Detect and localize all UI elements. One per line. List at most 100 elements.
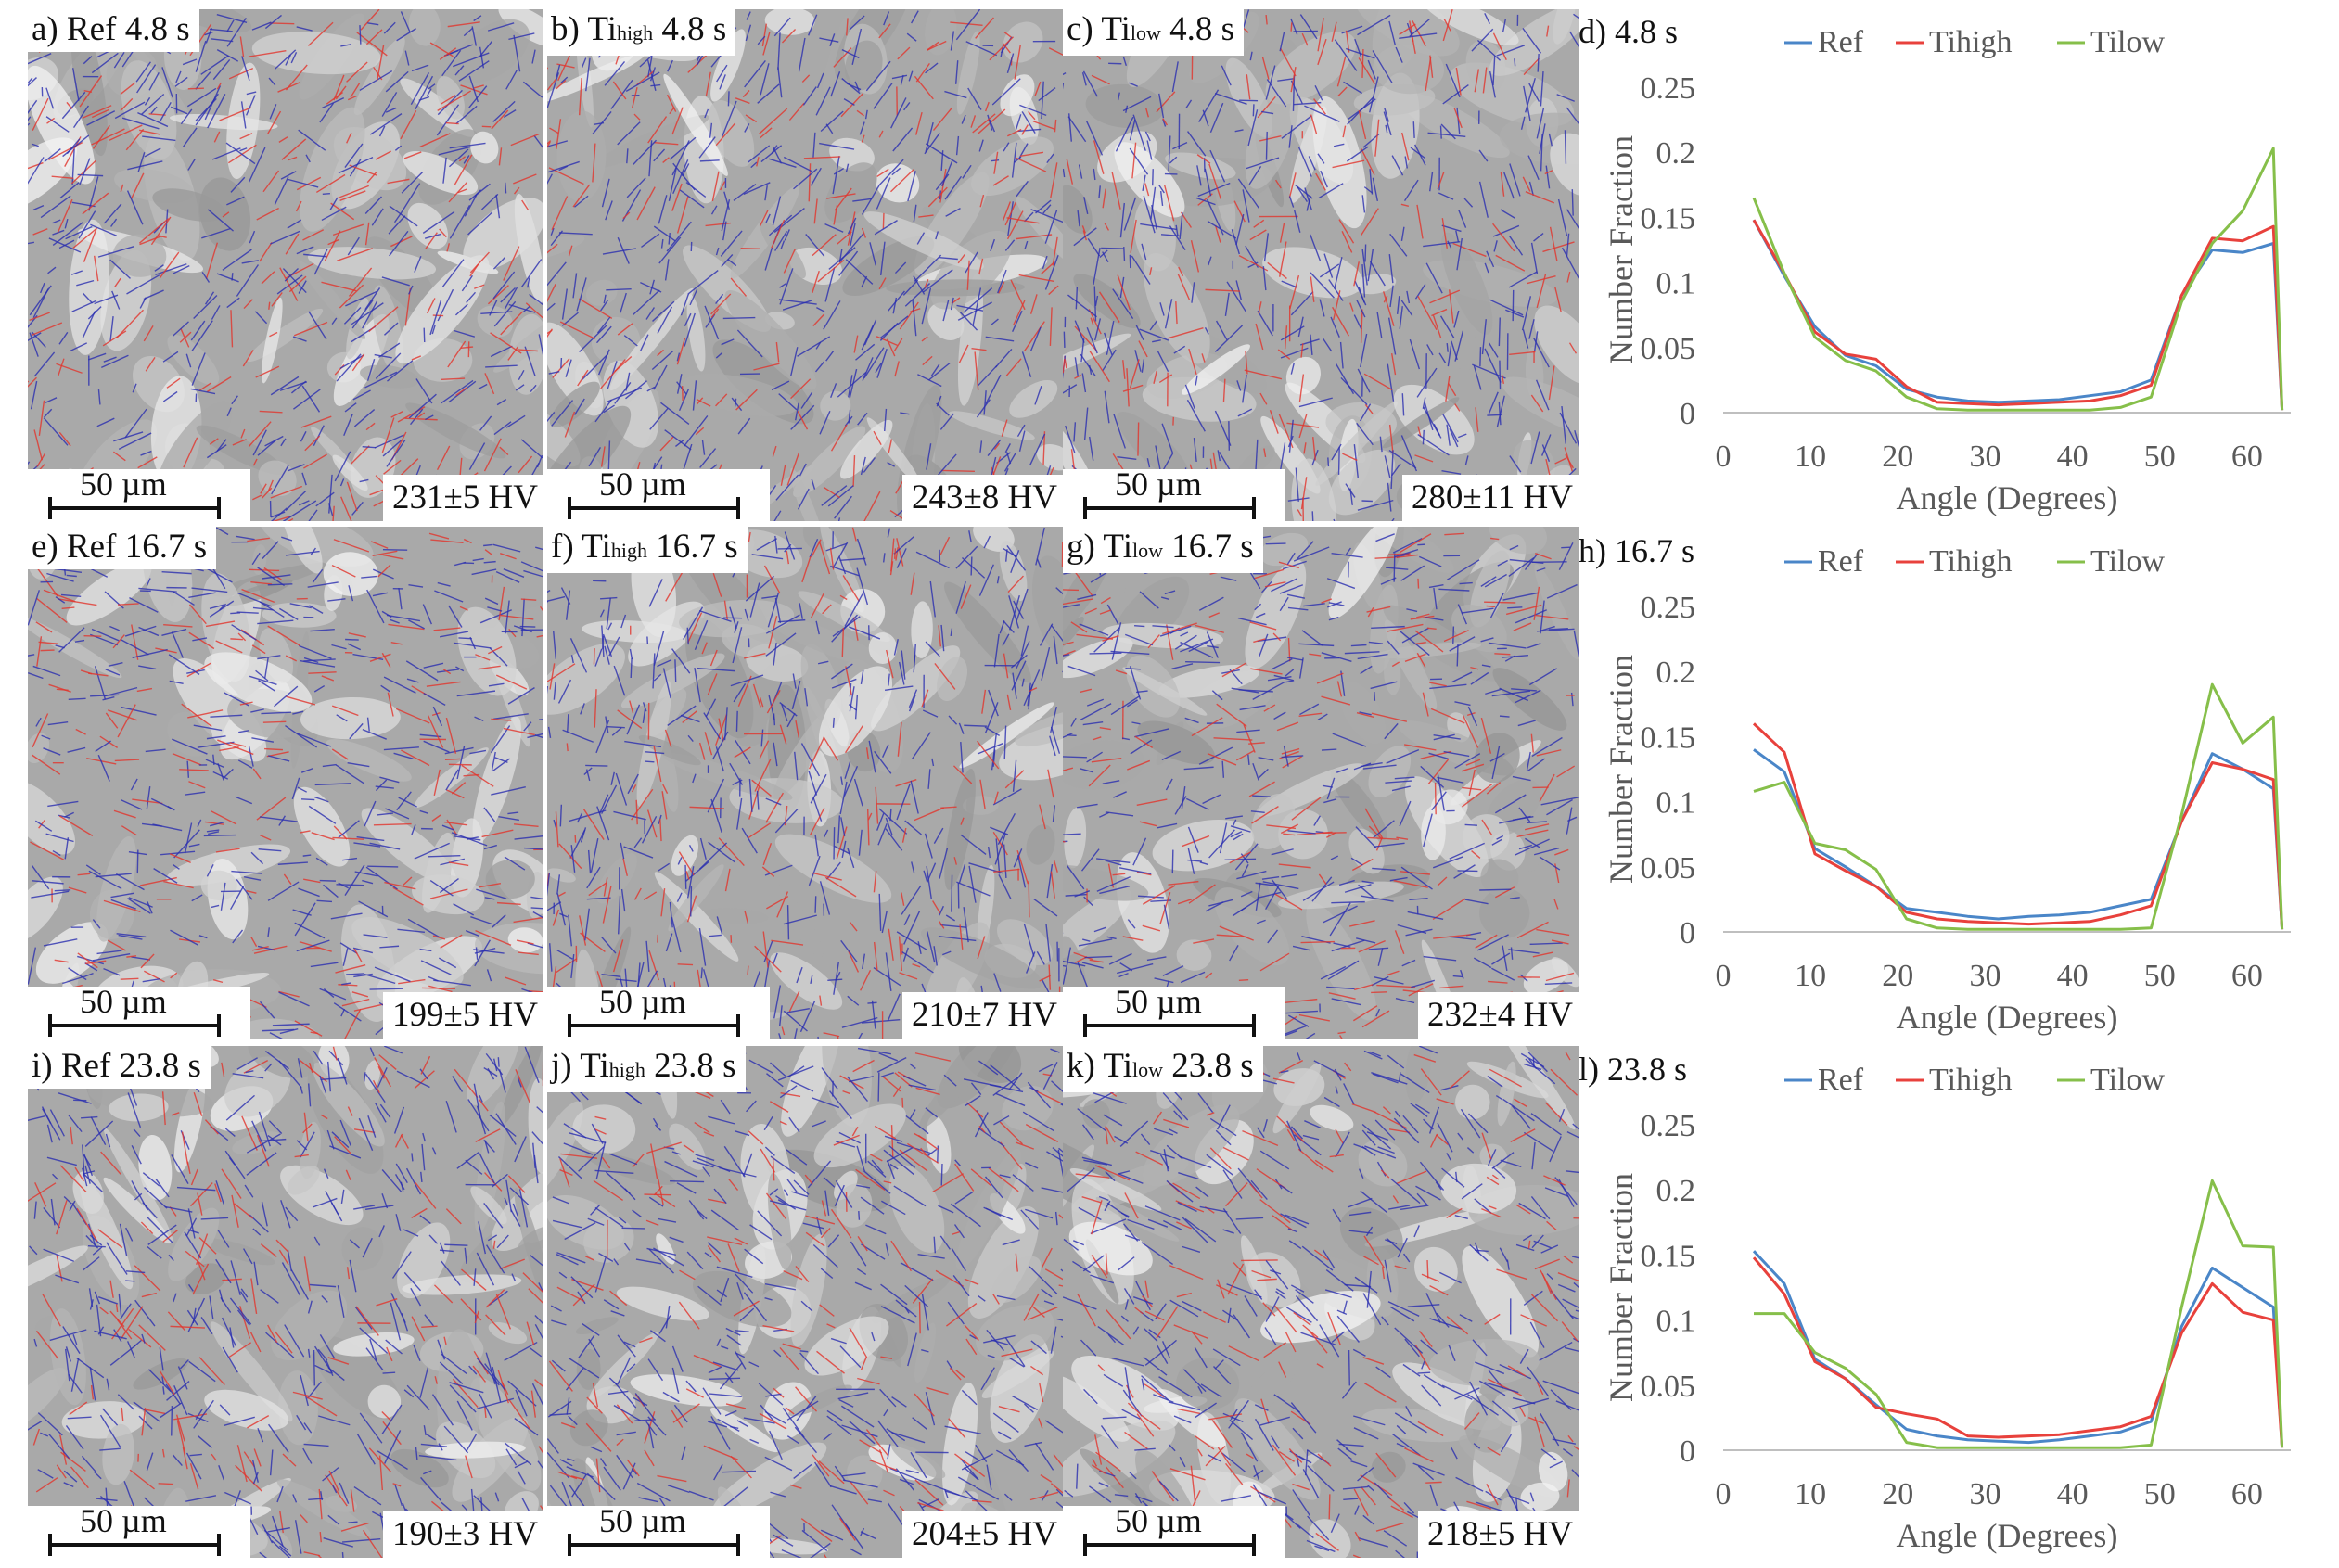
panel-time: 16.7 s — [116, 528, 208, 566]
scale-bar-label: 50 µm — [1115, 465, 1202, 503]
grain-boundary-map — [547, 1046, 1063, 1558]
y-tick-label: 0.25 — [1641, 1109, 1696, 1143]
panel-time: 23.8 s — [1163, 1047, 1254, 1085]
scale-bar-label: 50 µm — [80, 465, 167, 503]
x-tick-label: 50 — [2144, 959, 2176, 993]
scale-bar-line — [568, 1534, 740, 1556]
scale-bar-label: 50 µm — [1115, 1502, 1202, 1539]
scale-bar-label: 50 µm — [599, 1502, 686, 1539]
grain-boundary-map — [28, 1046, 543, 1558]
scale-bar: 50 µm — [547, 465, 770, 521]
x-tick-label: 30 — [1969, 1477, 2000, 1511]
legend-label-tilow: Tilow — [2090, 544, 2165, 579]
chart-title: h) 16.7 s — [1579, 532, 1694, 569]
panel-time: 4.8 s — [653, 10, 727, 48]
panel-time: 16.7 s — [1163, 528, 1254, 566]
series-line-ref — [1752, 1250, 2284, 1448]
scale-bar: 50 µm — [28, 465, 250, 521]
scale-bar: 50 µm — [28, 1502, 250, 1558]
scale-bar-label: 50 µm — [599, 983, 686, 1020]
panel-letter: f) — [551, 528, 582, 566]
panel-letter: i) — [32, 1047, 61, 1085]
scale-bar-line — [568, 497, 740, 519]
x-tick-label: 40 — [2057, 959, 2089, 993]
y-axis-label: Number Fraction — [1603, 1173, 1640, 1402]
y-tick-label: 0.05 — [1641, 851, 1696, 886]
scale-bar-line — [48, 1014, 221, 1037]
legend-label-tihigh: Tihigh — [1929, 544, 2012, 579]
grain-boundary-map — [1063, 1046, 1579, 1558]
panel-label: b) Tihigh 4.8 s — [547, 9, 736, 56]
y-axis-label: Number Fraction — [1603, 135, 1640, 364]
y-tick-label: 0.1 — [1656, 786, 1696, 821]
legend-label-ref: Ref — [1818, 544, 1864, 579]
series-line-tihigh — [1752, 1256, 2284, 1448]
micrograph-a: a) Ref 4.8 s 50 µm 231±5 HV — [28, 9, 543, 521]
x-tick-label: 40 — [2057, 1477, 2089, 1511]
x-tick-label: 60 — [2231, 959, 2263, 993]
y-tick-label: 0.2 — [1656, 656, 1696, 690]
x-tick-label: 0 — [1716, 1477, 1732, 1511]
x-tick-label: 20 — [1882, 959, 1913, 993]
scale-bar-line — [1083, 1534, 1256, 1556]
x-tick-label: 50 — [2144, 1477, 2176, 1511]
y-tick-label: 0.2 — [1656, 1174, 1696, 1208]
panel-label: i) Ref 23.8 s — [28, 1046, 211, 1089]
hardness-value: 199±5 HV — [383, 992, 543, 1039]
panel-sample-subscript: low — [1132, 1058, 1163, 1081]
chart-title: l) 23.8 s — [1579, 1051, 1687, 1088]
x-tick-label: 60 — [2231, 440, 2263, 474]
panel-letter: e) — [32, 528, 67, 566]
series-line-tilow — [1752, 147, 2284, 412]
chart-d: d) 4.8 s Ref Tihigh Tilow 0 0.05 0.1 0.15 0.2 0.2… — [1577, 7, 2339, 523]
panel-sample-subscript: high — [610, 539, 647, 562]
panel-letter: c) — [1067, 10, 1102, 48]
panel-sample-subscript: low — [1132, 539, 1163, 562]
y-tick-label: 0.05 — [1641, 1370, 1696, 1404]
legend-label-tilow: Tilow — [2090, 1063, 2165, 1097]
hardness-value: 190±3 HV — [383, 1511, 543, 1558]
y-tick-label: 0.25 — [1641, 71, 1696, 106]
y-tick-label: 0.15 — [1641, 1239, 1696, 1273]
scale-bar: 50 µm — [1063, 983, 1285, 1039]
scale-bar-line — [48, 1534, 221, 1556]
series-line-tilow — [1753, 682, 2284, 931]
scale-bar: 50 µm — [1063, 465, 1285, 521]
panel-time: 4.8 s — [116, 10, 190, 48]
x-tick-label: 50 — [2144, 440, 2176, 474]
scale-bar-label: 50 µm — [80, 1502, 167, 1539]
chart-l: l) 23.8 s Ref Tihigh Tilow 0 0.05 0.1 0.15 0.2 0.… — [1577, 1045, 2339, 1561]
x-tick-label: 0 — [1716, 959, 1732, 993]
panel-label: a) Ref 4.8 s — [28, 9, 199, 52]
micrograph-e: e) Ref 16.7 s 50 µm 199±5 HV — [28, 527, 543, 1039]
panel-label: f) Tihigh 16.7 s — [547, 527, 748, 573]
x-tick-label: 10 — [1795, 959, 1826, 993]
scale-bar: 50 µm — [547, 1502, 770, 1558]
micrograph-g: g) Tilow 16.7 s 50 µm 232±4 HV — [1063, 527, 1579, 1039]
micrograph-c: c) Tilow 4.8 s 50 µm 280±11 HV — [1063, 9, 1579, 521]
scale-bar-label: 50 µm — [80, 983, 167, 1020]
panel-sample: Ti — [1101, 10, 1131, 48]
micrograph-k: k) Tilow 23.8 s 50 µm 218±5 HV — [1063, 1046, 1579, 1558]
scale-bar-line — [48, 497, 221, 519]
hardness-value: 232±4 HV — [1418, 992, 1579, 1039]
scale-bar-line — [568, 1014, 740, 1037]
x-tick-label: 60 — [2231, 1477, 2263, 1511]
chart-title: d) 4.8 s — [1579, 13, 1678, 50]
panel-sample: Ti — [1103, 1047, 1132, 1085]
panel-sample-subscript: high — [617, 21, 654, 45]
series-line-tihigh — [1752, 722, 2284, 930]
panel-letter: j) — [551, 1047, 581, 1085]
x-tick-label: 10 — [1795, 1477, 1826, 1511]
panel-sample: Ref — [67, 10, 117, 48]
y-axis-label: Number Fraction — [1603, 655, 1640, 884]
panel-letter: b) — [551, 10, 588, 48]
legend-label-ref: Ref — [1818, 25, 1864, 59]
micrograph-j: j) Tihigh 23.8 s 50 µm 204±5 HV — [547, 1046, 1063, 1558]
grain-boundary-map — [1063, 527, 1579, 1039]
grain-boundary-map — [1063, 9, 1579, 521]
y-tick-label: 0.15 — [1641, 720, 1696, 755]
y-tick-label: 0.2 — [1656, 136, 1696, 171]
panel-time: 23.8 s — [110, 1047, 201, 1085]
panel-letter: k) — [1067, 1047, 1104, 1085]
